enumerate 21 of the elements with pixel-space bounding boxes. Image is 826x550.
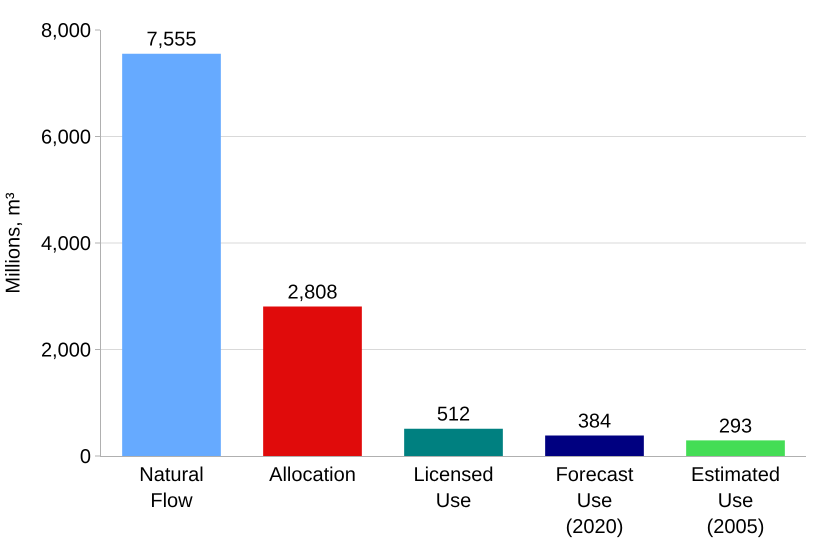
y-tick-label: 2,000 (40, 340, 91, 362)
y-axis-title: Millions, m³ (2, 192, 24, 294)
x-tick-label: Estimated Use (2005) (691, 464, 780, 538)
y-tick-label: 8,000 (40, 20, 91, 42)
bar (545, 436, 644, 456)
data-label: 7,555 (146, 28, 197, 51)
y-tick-label: 6,000 (40, 126, 91, 148)
bar (122, 54, 221, 456)
data-label: 293 (718, 415, 752, 438)
data-label: 384 (578, 410, 612, 433)
data-label: 512 (436, 404, 470, 426)
data-label: 2,808 (287, 281, 338, 304)
x-tick-label: Natural Flow (139, 464, 204, 512)
x-tick-label: Allocation (269, 464, 356, 486)
x-tick-label: Forecast Use (2020) (556, 464, 634, 538)
bar (686, 440, 785, 456)
y-tick-label: 0 (80, 446, 91, 468)
y-tick-label: 4,000 (40, 233, 91, 255)
bar (263, 306, 362, 456)
bar (404, 428, 503, 456)
x-tick-label: Licensed Use (413, 464, 494, 512)
